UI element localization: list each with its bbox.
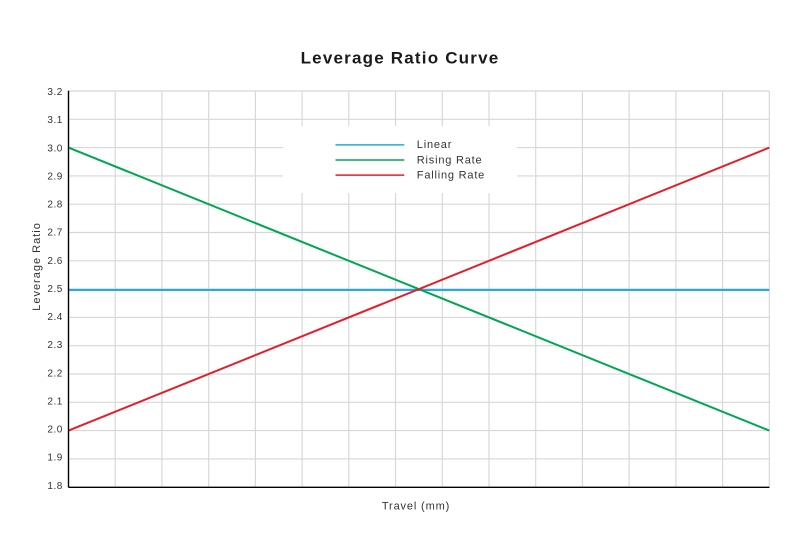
svg-text:2.4: 2.4 — [47, 312, 63, 323]
svg-text:Leverage Ratio: Leverage Ratio — [31, 222, 43, 311]
svg-text:1.8: 1.8 — [47, 481, 63, 492]
svg-text:3.0: 3.0 — [47, 143, 63, 154]
svg-text:2.3: 2.3 — [47, 340, 63, 351]
svg-text:Rising Rate: Rising Rate — [417, 154, 483, 166]
svg-text:2.1: 2.1 — [47, 396, 63, 407]
svg-text:2.8: 2.8 — [47, 200, 63, 211]
svg-text:3.1: 3.1 — [47, 115, 63, 126]
svg-text:2.7: 2.7 — [47, 228, 63, 239]
svg-text:Leverage Ratio Curve: Leverage Ratio Curve — [301, 48, 500, 67]
svg-text:3.2: 3.2 — [47, 87, 63, 98]
svg-text:2.5: 2.5 — [47, 284, 63, 295]
svg-text:Linear: Linear — [417, 139, 452, 151]
svg-text:2.2: 2.2 — [47, 368, 63, 379]
svg-text:2.6: 2.6 — [47, 256, 63, 267]
svg-text:Travel (mm): Travel (mm) — [382, 501, 450, 513]
svg-text:2.0: 2.0 — [47, 425, 63, 436]
svg-text:2.9: 2.9 — [47, 171, 63, 182]
svg-text:1.9: 1.9 — [47, 453, 63, 464]
svg-text:Falling Rate: Falling Rate — [417, 170, 485, 182]
